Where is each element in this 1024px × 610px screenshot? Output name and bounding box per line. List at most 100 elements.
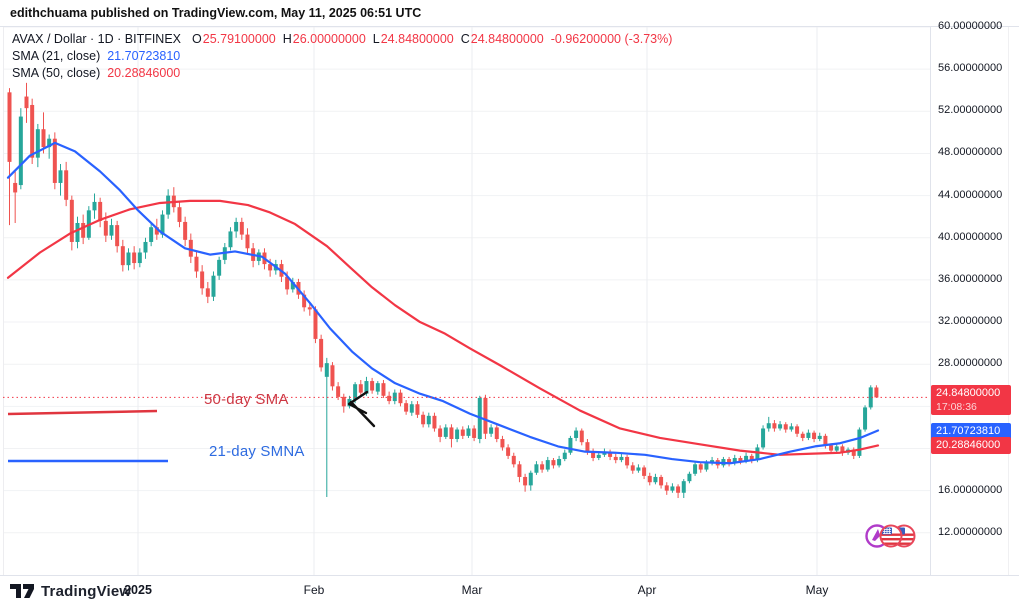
price-axis-label: 56.00000000 xyxy=(938,62,1003,75)
pair-logos xyxy=(865,524,916,548)
bar-countdown: 17:08:36 xyxy=(936,401,977,414)
candle-body xyxy=(166,195,171,215)
candle-body xyxy=(670,486,675,491)
candle-body xyxy=(52,138,57,183)
candle-body xyxy=(676,486,681,493)
sma21-legend-row[interactable]: SMA (21, close) 21.70723810 xyxy=(12,48,672,65)
candle-body xyxy=(183,221,188,240)
candle-body xyxy=(432,415,437,429)
candle-body xyxy=(211,275,216,297)
candle-body xyxy=(806,432,811,438)
candle-body xyxy=(494,427,499,440)
candle-body xyxy=(47,138,52,148)
candle-body xyxy=(103,220,108,236)
candle-body xyxy=(228,231,233,248)
price-axis-label: 32.00000000 xyxy=(938,315,1003,328)
candle-body xyxy=(302,294,307,308)
attribution-text: edithchuama published on TradingView.com… xyxy=(10,6,422,20)
sma50-label: SMA (50, close) xyxy=(12,66,101,80)
candle-body xyxy=(772,423,777,429)
candle-body xyxy=(149,227,154,242)
high-value: 26.00000000 xyxy=(292,32,366,46)
candle-body xyxy=(528,472,533,486)
annotation-50day-sma: 50-day SMA xyxy=(204,391,289,408)
candle-body xyxy=(795,426,800,434)
change-value: -0.96200000 (-3.73%) xyxy=(550,32,673,46)
candle-body xyxy=(381,383,386,396)
candle-body xyxy=(545,460,550,470)
candle-body xyxy=(823,435,828,446)
candle-body xyxy=(64,170,69,200)
candle-body xyxy=(126,252,131,266)
candle-body xyxy=(608,451,613,457)
candle-body xyxy=(761,428,766,448)
red-horizontal-drawing xyxy=(7,409,158,416)
candle-body xyxy=(568,437,573,453)
current-price-value: 24.84800000 xyxy=(936,387,1001,400)
candle-body xyxy=(874,387,879,398)
time-axis-label-apr: Apr xyxy=(637,583,657,597)
symbol-legend-row[interactable]: AVAX / Dollar · 1D · BITFINEX O25.791000… xyxy=(12,31,672,48)
candle-body xyxy=(290,282,295,290)
candle-body xyxy=(421,414,426,425)
tradingview-logo-text: TradingView xyxy=(41,582,132,600)
candle-body xyxy=(732,457,737,464)
candle-body xyxy=(370,381,375,391)
candle-body xyxy=(69,199,74,242)
candle-body xyxy=(574,430,579,438)
sma21-label: SMA (21, close) xyxy=(12,49,101,63)
candle-body xyxy=(642,467,647,476)
candle-body xyxy=(324,363,329,377)
price-axis-label: 16.00000000 xyxy=(938,483,1003,496)
sma50-legend-row[interactable]: SMA (50, close) 20.28846000 xyxy=(12,65,672,82)
tradingview-logo[interactable]: TradingView xyxy=(9,581,131,601)
candle-body xyxy=(35,129,40,158)
candle-body xyxy=(868,387,873,408)
candle-body xyxy=(834,446,839,451)
candle-body xyxy=(619,456,624,461)
open-prefix: O xyxy=(192,32,202,46)
candle-body xyxy=(466,428,471,436)
candle-body xyxy=(511,455,516,465)
current-price-badge: 24.84800000 17:08:36 xyxy=(931,385,1011,416)
sma50-price-badge: 20.28846000 xyxy=(931,437,1011,455)
time-axis[interactable]: 2025 Feb Mar Apr May xyxy=(0,575,1024,599)
chart-legend: AVAX / Dollar · 1D · BITFINEX O25.791000… xyxy=(12,31,672,82)
time-axis-label-mar: Mar xyxy=(461,583,483,597)
candle-body xyxy=(98,201,103,221)
annotation-21day-sma: 21-day SMNA xyxy=(209,443,305,460)
candle-body xyxy=(404,403,409,412)
candle-body xyxy=(336,386,341,397)
candle-body xyxy=(245,234,250,249)
candle-body xyxy=(120,246,125,266)
price-axis[interactable]: 24.84800000 17:08:36 21.70723810 20.2884… xyxy=(930,20,1024,575)
sma21-value: 21.70723810 xyxy=(107,49,181,63)
ohlc-values: O25.79100000 H26.00000000 L24.84800000 C… xyxy=(192,31,672,48)
candle-body xyxy=(364,381,369,394)
candle-body xyxy=(154,227,159,235)
candle-body xyxy=(500,439,505,448)
tradingview-logo-icon xyxy=(10,584,34,598)
candle-body xyxy=(727,459,732,464)
candle-body xyxy=(755,447,760,461)
candle-body xyxy=(239,221,244,235)
candle-body xyxy=(534,464,539,473)
candle-body xyxy=(630,465,635,471)
candle-body xyxy=(562,452,567,460)
candle-body xyxy=(863,407,868,430)
candle-body xyxy=(693,464,698,474)
candle-body xyxy=(24,96,29,109)
candle-body xyxy=(857,429,862,456)
candle-body xyxy=(415,404,420,415)
time-axis-label-may: May xyxy=(805,583,829,597)
sma50-value: 20.28846000 xyxy=(107,66,181,80)
candle-body xyxy=(409,404,414,413)
candle-body xyxy=(506,447,511,456)
candle-body xyxy=(330,365,335,387)
candle-body xyxy=(738,457,743,462)
candle-body xyxy=(789,426,794,430)
candle-body xyxy=(194,256,199,272)
candle-body xyxy=(160,214,165,235)
